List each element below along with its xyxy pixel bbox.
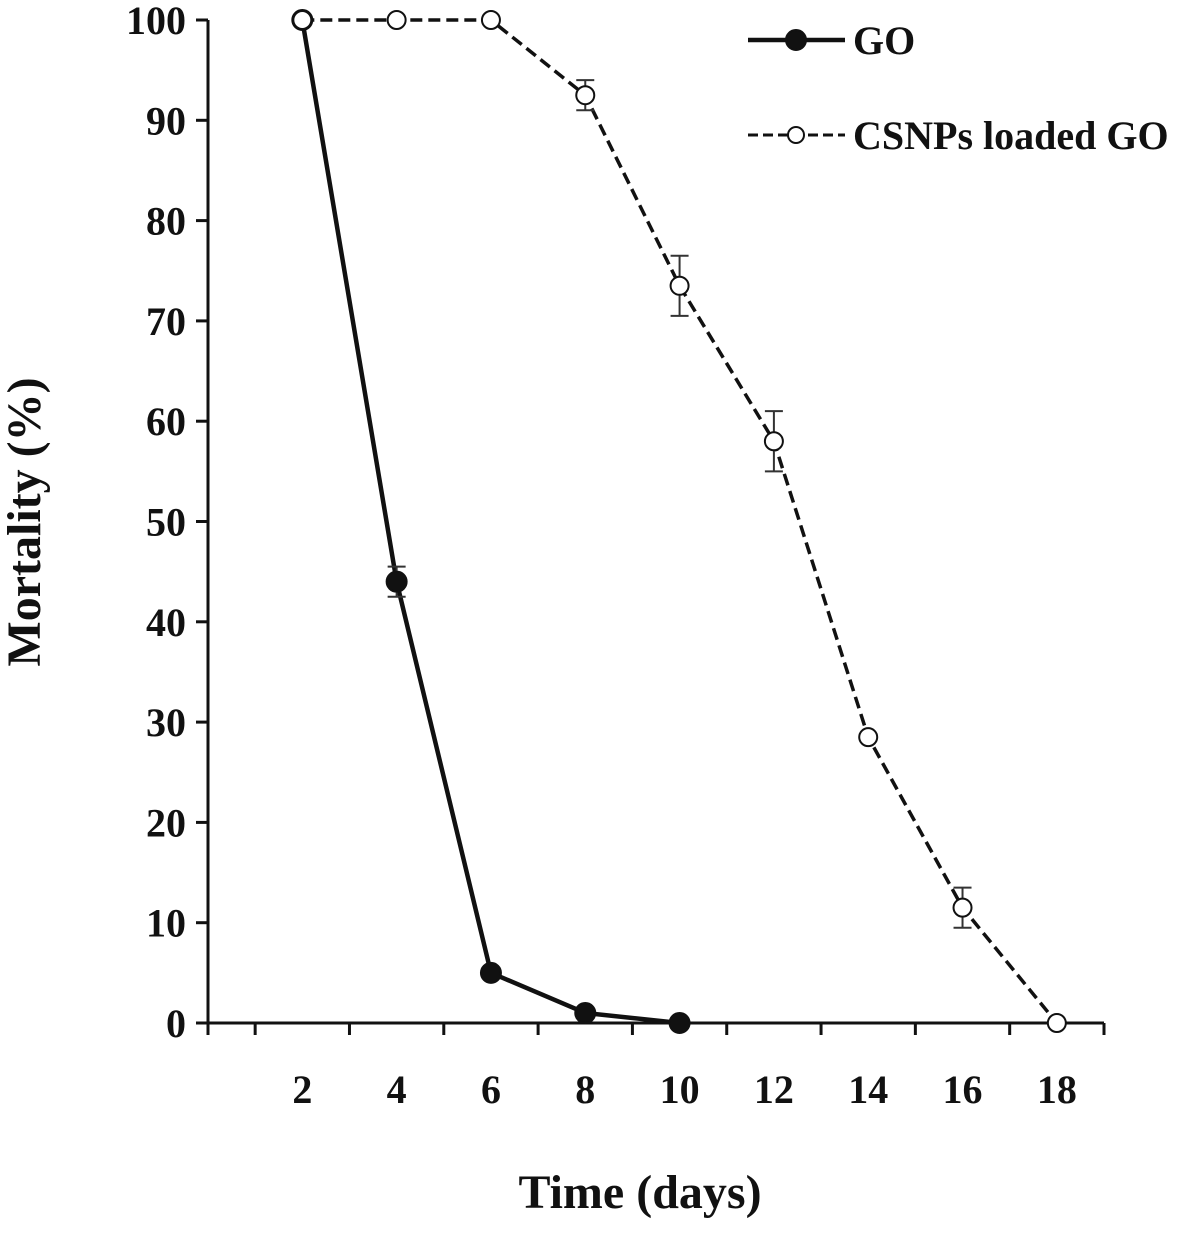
data-point: [574, 1001, 597, 1024]
y-tick-label: 20: [146, 800, 186, 845]
axes: 0 10 20 30 40 50 60 70 80 90 100 2 4 6 8 10 12 14 16 18: [126, 0, 1106, 1112]
y-tick-label: 90: [146, 98, 186, 143]
x-tick-label: 4: [387, 1067, 407, 1112]
y-axis-label: Mortality (%): [0, 377, 51, 666]
data-point: [858, 727, 879, 748]
y-tick-label: 10: [146, 901, 186, 946]
x-axis-label: Time (days): [518, 1166, 761, 1219]
x-tick-label: 2: [292, 1067, 312, 1112]
x-tick-label: 6: [481, 1067, 501, 1112]
legend-label: CSNPs loaded GO: [853, 113, 1169, 158]
data-point: [763, 431, 784, 452]
plot-area: [291, 9, 1067, 1034]
y-tick-label: 80: [146, 199, 186, 244]
data-point: [386, 10, 407, 30]
data-point: [292, 10, 313, 30]
y-tick-label: 100: [126, 0, 186, 43]
x-tick-label: 14: [848, 1067, 888, 1112]
series-line: [300, 19, 680, 1026]
y-tick-label: 70: [146, 299, 186, 344]
series-csnps-loaded-go: [292, 10, 1067, 1033]
data-point: [1046, 1013, 1067, 1033]
data-point: [669, 275, 690, 296]
data-point: [668, 1012, 691, 1034]
x-tick-label: 8: [575, 1067, 595, 1112]
x-tick-label: 18: [1037, 1067, 1077, 1112]
legend-marker: [785, 29, 807, 51]
legend-label: GO: [853, 18, 915, 63]
y-tick-label: 50: [146, 500, 186, 545]
y-tick-label: 60: [146, 399, 186, 444]
series-go: [291, 9, 691, 1034]
data-point: [479, 961, 502, 984]
data-point: [952, 897, 973, 918]
legend-marker: [787, 126, 805, 144]
data-point: [575, 85, 596, 106]
y-tick-label: 40: [146, 600, 186, 645]
x-tick-label: 12: [754, 1067, 794, 1112]
data-point: [480, 10, 501, 30]
x-tick-label: 16: [943, 1067, 983, 1112]
y-tick-label: 30: [146, 700, 186, 745]
data-point: [385, 570, 408, 593]
x-tick-label: 10: [660, 1067, 700, 1112]
series-line: [302, 18, 1059, 1025]
legend: GO CSNPs loaded GO: [748, 18, 1169, 158]
y-tick-label: 0: [166, 1001, 186, 1046]
